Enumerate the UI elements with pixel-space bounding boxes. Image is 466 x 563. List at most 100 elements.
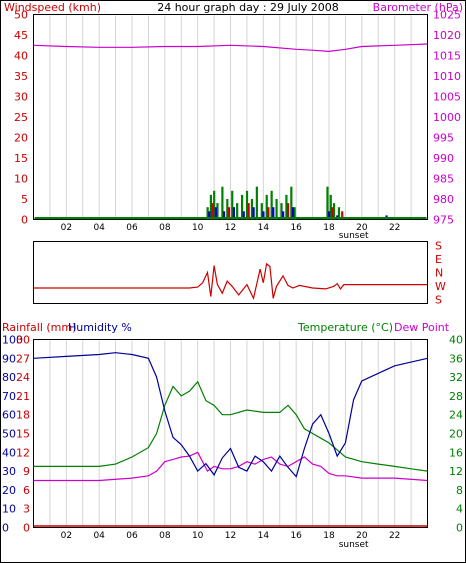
wind-tick-label: 10 (14, 173, 28, 186)
wind-tick-label: 40 (14, 50, 28, 63)
barometer-tick-label: 975 (433, 214, 454, 227)
wind-bar (337, 207, 341, 220)
wind-bar (290, 186, 293, 220)
wind-bar (260, 203, 263, 220)
wind-bar (227, 207, 231, 220)
compass-direction-label: W (435, 280, 446, 293)
humidity-tick-label: 100 (2, 334, 23, 347)
humidity-tick-label: 30 (2, 465, 16, 478)
barometer-tick-label: 1020 (433, 29, 461, 42)
wind-bar (245, 190, 249, 220)
rainfall-tick-label: 0 (23, 522, 30, 535)
wind-bar (285, 194, 288, 220)
barometer-tick-label: 1010 (433, 70, 461, 83)
wind-bar (240, 194, 244, 220)
wind-bar (293, 207, 296, 220)
humidity-tick-label: 60 (2, 409, 16, 422)
wind-tick-label: 35 (14, 70, 28, 83)
wind-tick-label: 25 (14, 111, 28, 124)
hour-tick-label: 14 (258, 223, 270, 233)
barometer-tick-label: 1015 (433, 50, 461, 63)
wind-bar (250, 199, 254, 220)
humidity-tick-label: 90 (2, 352, 16, 365)
compass-direction-label: E (435, 253, 442, 266)
rainfall-tick-label: 24 (16, 371, 30, 384)
humidity-tick-label: 80 (2, 371, 16, 384)
wind-tick-label: 15 (14, 152, 28, 165)
temperature-tick-label: 0 (456, 522, 463, 535)
hour-tick-label: 18 (323, 531, 335, 541)
wind-bar (211, 203, 214, 220)
rainfall-tick-label: 3 (23, 503, 30, 516)
hour-tick-label: 12 (225, 223, 236, 233)
barometer-tick-label: 985 (433, 173, 454, 186)
wind-bar (267, 207, 270, 220)
rainfall-tick-label: 9 (23, 465, 30, 478)
wind-bar (232, 207, 235, 220)
wind-bar (214, 207, 217, 220)
temperature-axis-title: Temperature (°C) (297, 321, 393, 334)
humidity-tick-label: 70 (2, 390, 16, 403)
wind-bar (286, 203, 290, 220)
hour-tick-label: 16 (290, 223, 302, 233)
compass-direction-label: S (435, 294, 442, 307)
wind-bar (272, 207, 275, 220)
hour-tick-label: 22 (389, 531, 400, 541)
hour-tick-label: 08 (159, 223, 171, 233)
temperature-tick-label: 36 (449, 352, 463, 365)
wind-bar (242, 211, 245, 220)
barometer-tick-label: 980 (433, 193, 454, 206)
barometer-tick-label: 1005 (433, 91, 461, 104)
wind-bar (231, 190, 234, 220)
wind-tick-label: 30 (14, 91, 28, 104)
rainfall-axis-title: Rainfall (mm) (2, 321, 76, 334)
temperature-tick-label: 24 (449, 409, 463, 422)
temperature-tick-label: 28 (449, 390, 463, 403)
humidity-tick-label: 40 (2, 446, 16, 459)
hour-tick-label: 16 (290, 531, 302, 541)
humidity-tick-label: 0 (2, 522, 9, 535)
wind-bar (216, 203, 219, 220)
wind-tick-label: 20 (14, 132, 28, 145)
hour-tick-label: 02 (61, 531, 72, 541)
wind-bar (221, 186, 224, 220)
sunset-label: sunset (339, 231, 369, 241)
humidity-axis-title: Humidity % (68, 321, 132, 334)
barometer-tick-label: 990 (433, 152, 454, 165)
hour-tick-label: 14 (258, 531, 270, 541)
humidity-tick-label: 50 (2, 428, 16, 441)
chart-title: 24 hour graph day : 29 July 2008 (157, 1, 339, 14)
wind-bar (206, 207, 209, 220)
rainfall-tick-label: 27 (16, 352, 30, 365)
wind-bar (275, 199, 278, 220)
rainfall-tick-label: 6 (23, 484, 30, 497)
wind-axis-title: Windspeed (kmh) (4, 1, 101, 14)
rainfall-tick-label: 12 (16, 446, 30, 459)
hour-tick-label: 04 (93, 531, 105, 541)
wind-bar (208, 211, 211, 220)
wind-barometer-chart: Windspeed (kmh) 24 hour graph day : 29 J… (4, 1, 463, 241)
rainfall-tick-label: 21 (16, 390, 30, 403)
rainfall-tick-label: 30 (16, 334, 30, 347)
wind-direction-series-line (33, 262, 428, 301)
hour-tick-label: 20 (356, 531, 368, 541)
wind-bar (209, 194, 212, 220)
compass-direction-label: N (435, 267, 443, 280)
barometer-axis-title: Barometer (hPa) (373, 1, 463, 14)
sunset-label: sunset (339, 540, 369, 550)
plot-area-2 (33, 241, 428, 304)
barometer-series-line (33, 43, 428, 53)
temperature-tick-label: 32 (449, 371, 463, 384)
temperature-tick-label: 4 (456, 503, 463, 516)
wind-bar (226, 199, 229, 220)
temperature-tick-label: 16 (449, 446, 463, 459)
wind-bar (282, 211, 285, 220)
hour-tick-label: 18 (323, 223, 335, 233)
wind-bar (252, 207, 255, 220)
wind-bar (331, 207, 334, 220)
wind-bar (262, 211, 265, 220)
hour-tick-label: 10 (192, 531, 204, 541)
hour-tick-label: 20 (356, 223, 368, 233)
